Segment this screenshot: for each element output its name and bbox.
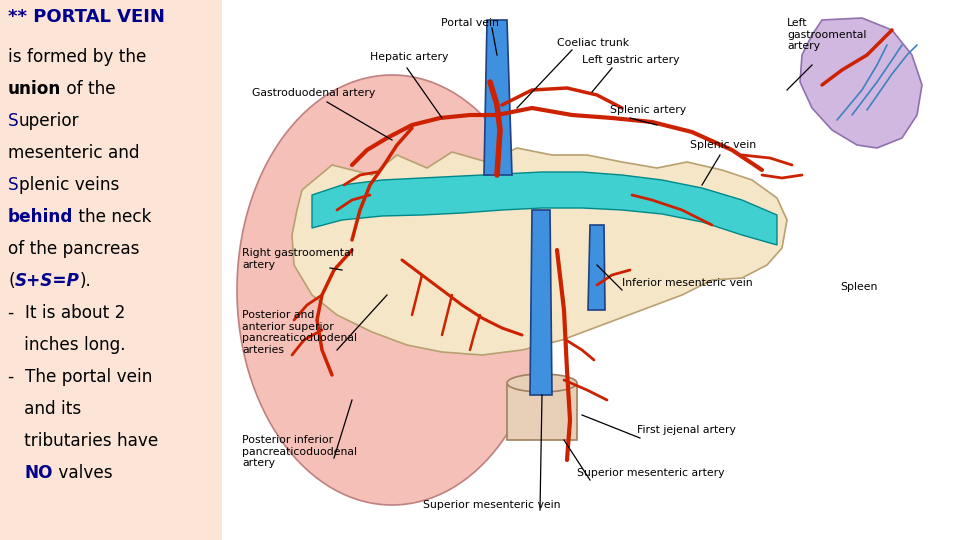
Ellipse shape	[507, 374, 577, 392]
Text: the neck: the neck	[73, 208, 152, 226]
Text: behind: behind	[8, 208, 73, 226]
Text: valves: valves	[53, 464, 112, 482]
Text: ).: ).	[80, 272, 91, 290]
Polygon shape	[292, 148, 787, 355]
Text: mesenteric and: mesenteric and	[8, 144, 139, 162]
Text: Inferior mesenteric vein: Inferior mesenteric vein	[622, 278, 753, 288]
Text: First jejenal artery: First jejenal artery	[637, 425, 736, 435]
Text: ** PORTAL VEIN: ** PORTAL VEIN	[8, 8, 165, 26]
Text: of the: of the	[61, 80, 116, 98]
Text: of the pancreas: of the pancreas	[8, 240, 139, 258]
Text: -  It is about 2: - It is about 2	[8, 304, 126, 322]
Text: S: S	[8, 112, 19, 130]
Polygon shape	[507, 385, 577, 440]
Text: Coeliac trunk: Coeliac trunk	[557, 38, 629, 48]
Text: Left
gastroomental
artery: Left gastroomental artery	[787, 18, 866, 51]
Text: Hepatic artery: Hepatic artery	[370, 52, 448, 62]
Text: S: S	[8, 176, 19, 194]
FancyBboxPatch shape	[0, 0, 222, 540]
Text: Superior mesenteric artery: Superior mesenteric artery	[577, 468, 725, 478]
Ellipse shape	[237, 75, 547, 505]
Text: Posterior and
anterior superior
pancreaticoduodenal
arteries: Posterior and anterior superior pancreat…	[242, 310, 357, 355]
Text: Gastroduodenal artery: Gastroduodenal artery	[252, 88, 375, 98]
Text: S+S=P: S+S=P	[14, 272, 80, 290]
Text: Splenic vein: Splenic vein	[690, 140, 756, 150]
Polygon shape	[530, 210, 552, 395]
Text: union: union	[8, 80, 61, 98]
Text: Left gastric artery: Left gastric artery	[582, 55, 680, 65]
Text: (: (	[8, 272, 14, 290]
Text: tributaries have: tributaries have	[8, 432, 158, 450]
Text: inches long.: inches long.	[8, 336, 126, 354]
Text: Superior mesenteric vein: Superior mesenteric vein	[423, 500, 561, 510]
Text: Portal vein: Portal vein	[441, 18, 499, 28]
Polygon shape	[588, 225, 605, 310]
Text: Right gastroomental
artery: Right gastroomental artery	[242, 248, 353, 269]
Text: Splenic artery: Splenic artery	[610, 105, 686, 115]
Text: NO: NO	[24, 464, 53, 482]
Polygon shape	[484, 20, 512, 175]
Text: Posterior inferior
pancreaticoduodenal
artery: Posterior inferior pancreaticoduodenal a…	[242, 435, 357, 468]
Text: is formed by the: is formed by the	[8, 48, 146, 66]
Polygon shape	[312, 172, 777, 245]
Polygon shape	[800, 18, 922, 148]
Text: Spleen: Spleen	[840, 282, 877, 292]
Text: uperior: uperior	[19, 112, 80, 130]
Text: plenic veins: plenic veins	[19, 176, 119, 194]
Text: -  The portal vein: - The portal vein	[8, 368, 153, 386]
Text: and its: and its	[8, 400, 82, 418]
